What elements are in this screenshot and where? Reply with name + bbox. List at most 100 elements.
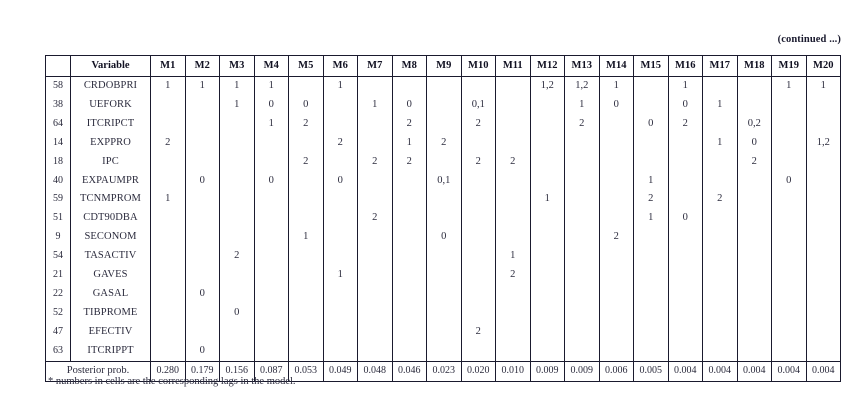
lag-cell: 1	[322, 266, 358, 285]
lag-cell	[702, 114, 738, 134]
lag-cell	[633, 266, 669, 285]
lag-cell: 2	[391, 152, 427, 172]
header-row: Variable M1 M2 M3 M4 M5 M6 M7 M8 M9 M10 M11 M12 M13 M…	[45, 55, 841, 77]
lag-cell	[771, 133, 807, 153]
lag-cell: 0	[219, 303, 255, 323]
row-index: 9	[45, 228, 71, 248]
lag-cell	[357, 322, 393, 342]
lag-cell	[288, 190, 324, 210]
lag-cell	[564, 322, 600, 342]
posterior-prob-value: 0.004	[667, 360, 703, 382]
lag-cell	[322, 152, 358, 172]
row-index: 14	[45, 133, 71, 153]
lag-cell	[184, 190, 220, 210]
column-header-variable: Variable	[70, 55, 151, 77]
lag-cell: 0	[184, 171, 220, 191]
table-row: 22 GASAL 0	[45, 284, 841, 304]
lag-cell	[771, 266, 807, 285]
row-variable-name: EXPPRO	[70, 133, 151, 153]
lag-cell	[495, 341, 531, 362]
model-variable-table: Variable M1 M2 M3 M4 M5 M6 M7 M8 M9 M10 M11 M12 M13 M…	[45, 55, 841, 382]
table-row: 52 TIBPROME 0	[45, 303, 841, 323]
lag-cell	[771, 190, 807, 210]
lag-cell	[529, 266, 565, 285]
lag-cell: 1	[805, 75, 841, 96]
lag-cell	[460, 190, 496, 210]
table-row: 38 UEFORK 1 0 0 1 0 0,1 1 0 0 1	[45, 95, 841, 115]
lag-cell	[219, 209, 255, 229]
column-header-model: M3	[219, 55, 255, 77]
row-index: 59	[45, 190, 71, 210]
lag-cell	[426, 266, 462, 285]
lag-cell	[736, 284, 772, 304]
table: Variable M1 M2 M3 M4 M5 M6 M7 M8 M9 M10 M11 M12 M13 M…	[45, 55, 841, 382]
lag-cell: 2	[219, 247, 255, 267]
lag-cell	[219, 322, 255, 342]
lag-cell	[391, 171, 427, 191]
lag-cell	[667, 266, 703, 285]
row-variable-name: EXPAUMPR	[70, 171, 151, 191]
lag-cell	[460, 133, 496, 153]
column-header-model: M19	[771, 55, 807, 77]
lag-cell	[150, 284, 186, 304]
lag-cell	[598, 341, 634, 362]
lag-cell	[460, 303, 496, 323]
posterior-prob-value: 0.010	[495, 360, 531, 382]
lag-cell	[357, 133, 393, 153]
lag-cell	[564, 341, 600, 362]
posterior-prob-value: 0.049	[322, 360, 358, 382]
lag-cell	[598, 322, 634, 342]
table-footnote: * numbers in cells are the corresponding…	[48, 376, 296, 387]
lag-cell	[322, 322, 358, 342]
posterior-prob-value: 0.156	[219, 360, 255, 382]
lag-cell	[495, 284, 531, 304]
lag-cell	[288, 341, 324, 362]
lag-cell	[391, 341, 427, 362]
lag-cell	[736, 247, 772, 267]
lag-cell	[771, 114, 807, 134]
column-header-model: M2	[184, 55, 220, 77]
lag-cell	[391, 75, 427, 96]
lag-cell	[495, 133, 531, 153]
lag-cell: 2	[702, 190, 738, 210]
lag-cell: 2	[667, 114, 703, 134]
lag-cell: 1	[564, 95, 600, 115]
lag-cell	[702, 152, 738, 172]
lag-cell	[771, 95, 807, 115]
lag-cell: 2	[357, 152, 393, 172]
lag-cell: 1	[771, 75, 807, 96]
lag-cell	[219, 133, 255, 153]
lag-cell	[495, 190, 531, 210]
lag-cell	[805, 341, 841, 362]
lag-cell	[805, 190, 841, 210]
lag-cell	[771, 341, 807, 362]
lag-cell: 1	[219, 95, 255, 115]
lag-cell	[357, 228, 393, 248]
lag-cell: 1	[391, 133, 427, 153]
table-row: 21 GAVES 1 2	[45, 266, 841, 285]
lag-cell	[460, 75, 496, 96]
row-index: 64	[45, 114, 71, 134]
lag-cell	[426, 152, 462, 172]
lag-cell: 2	[426, 133, 462, 153]
lag-cell	[598, 171, 634, 191]
lag-cell	[391, 303, 427, 323]
lag-cell: 1	[633, 209, 669, 229]
posterior-prob-label: Posterior prob.	[45, 360, 151, 382]
lag-cell	[598, 266, 634, 285]
lag-cell	[460, 266, 496, 285]
posterior-prob-value: 0.020	[460, 360, 496, 382]
lag-cell: 2	[495, 266, 531, 285]
row-variable-name: ITCRIPPT	[70, 341, 151, 362]
column-header-model: M12	[529, 55, 565, 77]
lag-cell: 1	[702, 95, 738, 115]
lag-cell	[253, 228, 289, 248]
lag-cell	[771, 284, 807, 304]
lag-cell	[564, 171, 600, 191]
lag-cell	[253, 247, 289, 267]
lag-cell	[184, 152, 220, 172]
lag-cell	[805, 171, 841, 191]
lag-cell: 2	[460, 152, 496, 172]
row-variable-name: CRDOBPRI	[70, 75, 151, 96]
